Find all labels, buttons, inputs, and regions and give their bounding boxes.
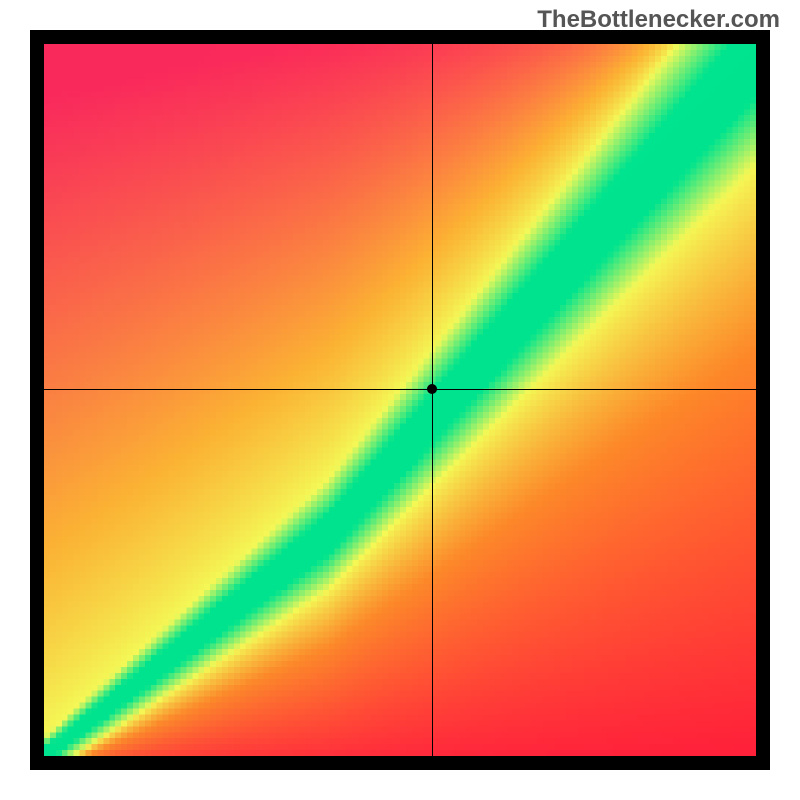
watermark-text: TheBottlenecker.com [537,6,780,34]
crosshair-marker [427,384,437,394]
crosshair-vertical [432,44,433,756]
crosshair-horizontal [44,389,756,390]
plot-frame [30,30,770,770]
chart-container: TheBottlenecker.com [0,0,800,800]
heatmap-canvas [44,44,756,756]
